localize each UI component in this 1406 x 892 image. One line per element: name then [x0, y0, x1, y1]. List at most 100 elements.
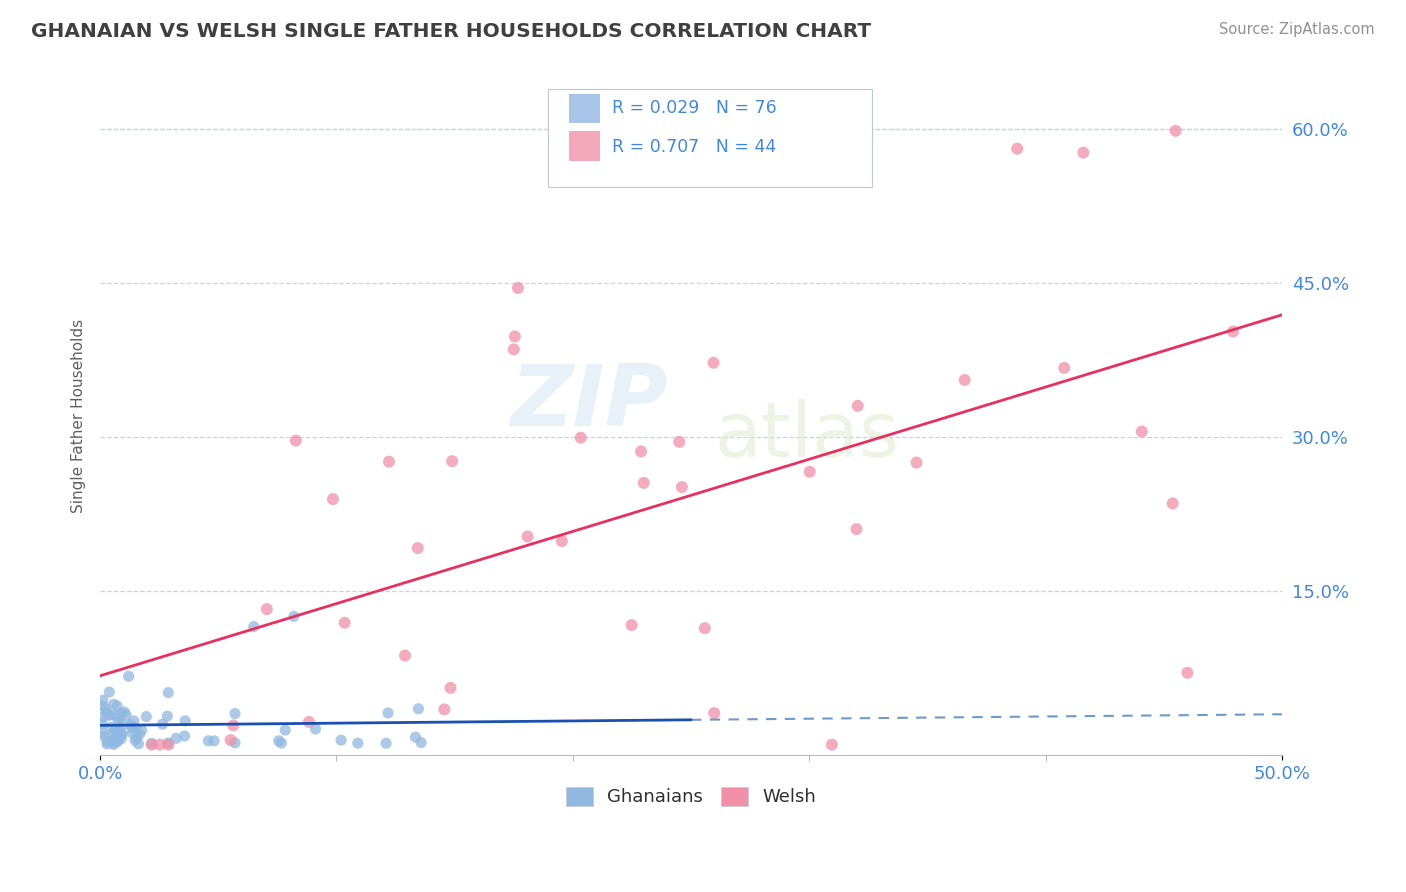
Point	[702, 356, 724, 370]
Point	[551, 534, 574, 549]
Point	[141, 738, 163, 752]
Point	[157, 685, 180, 699]
Point	[322, 491, 344, 506]
Point	[219, 733, 242, 747]
Point	[439, 681, 461, 695]
Point	[100, 720, 122, 734]
Point	[152, 717, 174, 731]
Point	[197, 734, 219, 748]
Point	[94, 701, 117, 715]
Point	[333, 615, 356, 630]
Point	[98, 707, 121, 722]
Point	[101, 732, 124, 747]
Point	[124, 733, 146, 747]
Point	[108, 723, 131, 738]
Point	[377, 706, 399, 720]
Text: R = 0.707   N = 44: R = 0.707 N = 44	[612, 138, 776, 156]
Point	[96, 737, 118, 751]
Point	[633, 475, 655, 490]
Point	[671, 480, 693, 494]
Point	[799, 465, 821, 479]
Point	[91, 717, 114, 731]
Point	[256, 602, 278, 616]
Legend: Ghanaians, Welsh: Ghanaians, Welsh	[558, 780, 824, 814]
Point	[703, 706, 725, 720]
Point	[118, 669, 141, 683]
Point	[105, 735, 128, 749]
Point	[821, 738, 844, 752]
Point	[149, 738, 172, 752]
Point	[91, 693, 114, 707]
Point	[411, 735, 433, 749]
Point	[157, 736, 180, 750]
Point	[330, 733, 353, 747]
Point	[110, 727, 132, 741]
Point	[173, 729, 195, 743]
Point	[202, 734, 225, 748]
Point	[104, 708, 127, 723]
Point	[156, 709, 179, 723]
Point	[404, 730, 426, 744]
Text: ZIP: ZIP	[510, 361, 668, 444]
Point	[378, 454, 401, 468]
Point	[110, 731, 132, 746]
Point	[105, 699, 128, 714]
Point	[274, 723, 297, 737]
Point	[127, 737, 149, 751]
Text: atlas: atlas	[714, 400, 900, 474]
Point	[408, 702, 430, 716]
Point	[503, 329, 526, 343]
Point	[284, 434, 307, 448]
Point	[111, 728, 134, 742]
Point	[96, 706, 118, 720]
Point	[108, 726, 131, 740]
Point	[1164, 124, 1187, 138]
Point	[174, 714, 197, 728]
Point	[1071, 145, 1094, 160]
Point	[165, 731, 187, 746]
Point	[506, 281, 529, 295]
Point	[104, 734, 127, 748]
Point	[502, 343, 524, 357]
Point	[270, 736, 292, 750]
Point	[1222, 325, 1244, 339]
Point	[108, 711, 131, 725]
Point	[91, 698, 114, 713]
Point	[96, 734, 118, 748]
Point	[103, 735, 125, 749]
Point	[107, 727, 129, 741]
Y-axis label: Single Father Households: Single Father Households	[72, 319, 86, 513]
Point	[101, 726, 124, 740]
Point	[516, 529, 538, 543]
Point	[128, 727, 150, 741]
Point	[693, 621, 716, 635]
Point	[953, 373, 976, 387]
Point	[905, 456, 928, 470]
Point	[105, 731, 128, 745]
Point	[224, 706, 246, 721]
Text: R = 0.029   N = 76: R = 0.029 N = 76	[612, 99, 776, 117]
Point	[104, 723, 127, 738]
Point	[304, 722, 326, 736]
Point	[620, 618, 643, 632]
Point	[121, 721, 143, 735]
Point	[267, 734, 290, 748]
Point	[222, 718, 245, 732]
Point	[1177, 665, 1199, 680]
Point	[433, 702, 456, 716]
Text: Source: ZipAtlas.com: Source: ZipAtlas.com	[1219, 22, 1375, 37]
Point	[115, 708, 138, 723]
Point	[846, 399, 869, 413]
Point	[1005, 142, 1028, 156]
Point	[668, 434, 690, 449]
Point	[394, 648, 416, 663]
Point	[298, 714, 321, 729]
Point	[630, 444, 652, 458]
Point	[125, 731, 148, 745]
Point	[135, 709, 157, 723]
Point	[131, 723, 153, 737]
Point	[91, 710, 114, 724]
Point	[1130, 425, 1153, 439]
Point	[845, 522, 868, 536]
Point	[121, 726, 143, 740]
